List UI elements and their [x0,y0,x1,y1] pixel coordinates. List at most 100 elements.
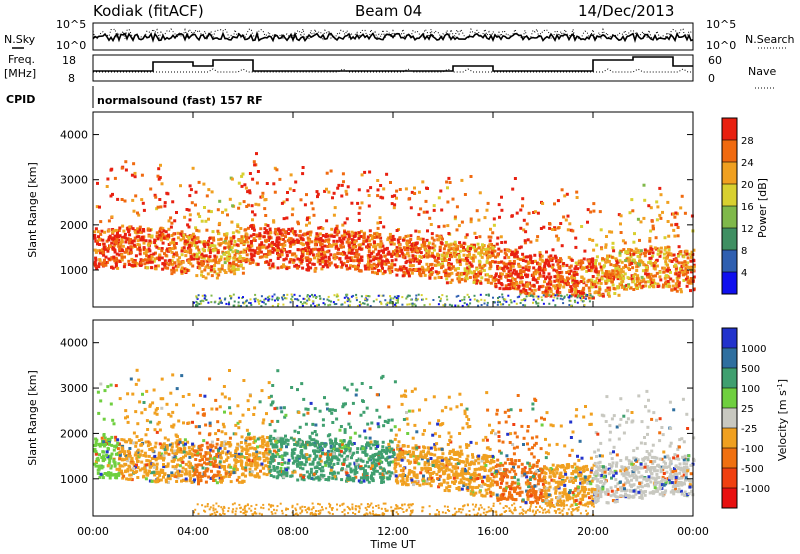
data-cell [349,300,352,303]
data-cell [159,397,163,401]
data-cell [192,444,196,448]
data-cell [239,227,243,230]
data-cell [655,264,659,268]
data-cell [244,466,248,470]
data-cell [254,300,257,303]
data-cell [168,477,172,481]
data-cell [480,304,483,306]
data-cell [547,272,551,276]
data-cell [142,401,146,404]
data-cell [245,236,249,240]
data-cell [344,256,348,260]
data-cell [457,277,461,281]
data-cell [490,243,493,246]
data-cell [189,241,193,245]
data-cell [503,240,507,244]
data-cell [421,298,424,301]
data-cell [163,436,167,440]
data-cell [200,270,204,274]
data-cell [271,264,274,268]
data-cell [315,190,319,194]
data-cell [284,235,287,239]
data-cell [197,262,201,266]
data-cell [121,448,125,452]
data-cell [462,253,466,257]
cpid-value: normalsound (fast) 157 RF [97,94,263,107]
data-cell [511,264,515,268]
data-cell [522,304,525,307]
data-cell [182,233,186,237]
data-cell [395,196,398,200]
data-cell [128,454,132,458]
data-cell [222,425,226,429]
data-cell [158,442,162,446]
data-cell [649,245,653,249]
data-cell [286,461,290,465]
data-cell [267,460,270,464]
data-cell [186,452,190,456]
data-cell [421,180,425,184]
data-cell [604,260,608,264]
data-cell [157,177,161,181]
data-cell [268,227,272,231]
data-cell [685,252,689,256]
data-cell [623,287,627,291]
data-cell [480,266,484,270]
data-cell [271,298,274,301]
data-cell [518,265,522,269]
data-cell [608,272,612,276]
data-cell [562,215,566,219]
data-cell [318,295,321,298]
data-cell [131,227,135,231]
data-cell [376,179,380,182]
data-cell [159,468,163,472]
data-cell [377,294,380,297]
data-cell [582,300,585,303]
data-cell [533,210,537,214]
y-tick-label: 3000 [60,174,88,187]
data-cell [303,249,307,252]
data-cell [245,257,249,261]
data-cell [599,281,603,285]
data-cell [307,246,311,249]
data-cell [262,245,266,249]
data-cell [366,303,369,306]
data-cell [311,300,314,303]
data-cell [458,263,462,266]
data-cell [195,252,199,256]
data-cell [188,449,192,453]
data-cell [624,259,628,263]
data-cell [417,230,421,234]
data-cell [235,455,239,459]
data-cell [393,194,397,198]
data-cell [282,258,286,262]
data-cell [655,258,659,262]
data-cell [604,279,607,283]
data-cell [368,239,372,243]
data-cell [138,230,142,234]
data-cell [195,255,199,259]
data-cell [159,238,163,242]
data-cell [403,253,407,257]
data-cell [240,238,243,242]
data-cell [406,248,410,252]
data-cell [538,253,542,257]
data-cell [346,237,350,241]
data-cell [191,474,195,478]
data-cell [306,299,309,302]
data-cell [213,456,217,460]
data-cell [491,246,495,250]
data-cell [339,260,343,264]
data-cell [556,226,560,230]
data-cell [139,261,143,265]
data-cell [212,464,216,468]
data-cell [111,246,115,250]
data-cell [103,258,106,262]
data-cell [447,266,451,270]
data-cell [96,181,99,185]
data-cell [97,262,101,266]
data-cell [499,249,503,253]
data-cell [519,274,523,277]
data-cell [101,454,105,458]
data-cell [238,255,242,258]
